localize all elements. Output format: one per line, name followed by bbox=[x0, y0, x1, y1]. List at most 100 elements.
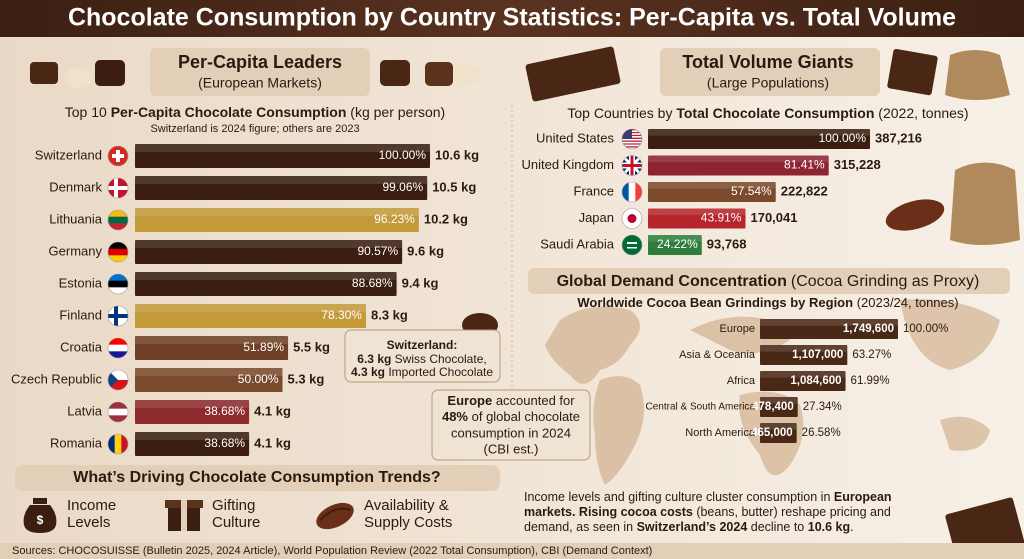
chart-title-part: Top 10 bbox=[65, 104, 111, 120]
flag bbox=[108, 402, 128, 422]
driver-label: Gifting bbox=[212, 497, 255, 514]
bar-shine bbox=[135, 176, 428, 184]
callout-line: 6.3 kg Swiss Chocolate, bbox=[357, 352, 486, 366]
value-label: 93,768 bbox=[707, 236, 747, 251]
left-heading-box bbox=[150, 48, 370, 96]
value-label: 222,822 bbox=[781, 183, 828, 198]
category-label: Lithuania bbox=[49, 211, 103, 226]
bar-shine bbox=[648, 208, 746, 216]
flag-part bbox=[108, 380, 128, 390]
bar bbox=[648, 208, 746, 229]
callout-title: Switzerland: bbox=[387, 338, 458, 352]
summary-part: decline to bbox=[747, 520, 808, 534]
flag-border bbox=[107, 177, 129, 199]
drivers-heading-box bbox=[15, 465, 500, 491]
percent-label: 99.06% bbox=[383, 180, 424, 194]
svg-text:$: $ bbox=[37, 513, 44, 527]
percent-label: 78.30% bbox=[321, 308, 362, 322]
flag-part bbox=[622, 141, 642, 144]
flag bbox=[108, 306, 128, 326]
bar-shine bbox=[760, 319, 898, 326]
value-label: 10.2 kg bbox=[424, 211, 468, 226]
value-label: 1,107,000 bbox=[792, 349, 843, 361]
value-label: 10.5 kg bbox=[432, 179, 476, 194]
flag-border bbox=[621, 234, 643, 256]
flag-border bbox=[621, 128, 643, 150]
flag bbox=[622, 235, 642, 255]
summary-part: Rising cocoa costs bbox=[575, 505, 693, 519]
callout-part: Imported Chocolate bbox=[385, 365, 493, 379]
callout-line: (CBI est.) bbox=[484, 441, 539, 456]
driver-icons: $ bbox=[23, 498, 354, 533]
value-label: 9.6 kg bbox=[407, 243, 444, 258]
category-label: Germany bbox=[49, 243, 103, 258]
flag-part bbox=[108, 370, 128, 380]
category-label: Romania bbox=[50, 435, 103, 450]
chart-title-part: (2023/24, tonnes) bbox=[853, 295, 959, 310]
bar-shine bbox=[135, 400, 250, 408]
summary-part: (beans, butter) reshape pricing and dema… bbox=[524, 505, 891, 534]
flag-part bbox=[108, 344, 128, 352]
callout-box bbox=[431, 389, 591, 461]
section-heading-part: (Cocoa Grinding as Proxy) bbox=[791, 273, 980, 290]
chart-title-part: Top Countries by bbox=[567, 105, 676, 121]
percent-label: 88.68% bbox=[352, 276, 393, 290]
callout-part: accounted for bbox=[492, 393, 575, 408]
flag-part bbox=[108, 280, 128, 288]
flag bbox=[108, 370, 128, 390]
percent-label: 96.23% bbox=[374, 212, 415, 226]
bar bbox=[648, 155, 829, 176]
percent-label: 24.22% bbox=[657, 237, 698, 251]
bar-shine bbox=[135, 336, 289, 344]
flag-part bbox=[108, 255, 128, 262]
flag-border bbox=[107, 241, 129, 263]
bar-shine bbox=[135, 272, 397, 280]
category-label: Japan bbox=[579, 210, 614, 225]
right-subheading: (Large Populations) bbox=[707, 75, 829, 91]
category-label: Latvia bbox=[67, 403, 102, 418]
flag-border bbox=[107, 337, 129, 359]
flag-border bbox=[621, 208, 643, 229]
bar bbox=[135, 240, 403, 264]
callout-box bbox=[344, 329, 501, 383]
category-label: Africa bbox=[727, 375, 756, 387]
bar bbox=[760, 397, 798, 417]
flag-part bbox=[108, 210, 128, 218]
category-label: Asia & Oceania bbox=[679, 349, 756, 361]
bar-shine bbox=[648, 182, 776, 189]
flag bbox=[622, 182, 642, 202]
bar-shine bbox=[760, 423, 797, 430]
category-label: Estonia bbox=[59, 275, 103, 290]
flag bbox=[108, 274, 128, 294]
bar bbox=[135, 400, 250, 424]
summary-box: Income levels and gifting culture cluste… bbox=[524, 490, 892, 534]
summary-part: European markets. bbox=[524, 490, 892, 519]
callout-part: 6.3 kg bbox=[357, 352, 391, 366]
flag bbox=[108, 242, 128, 262]
flag bbox=[622, 155, 642, 176]
callout-part: 48% bbox=[442, 409, 468, 424]
flag-part bbox=[627, 242, 637, 244]
flag-part bbox=[108, 402, 128, 410]
percent-label: 26.58% bbox=[802, 427, 841, 439]
flag-border bbox=[621, 155, 643, 176]
left-subheading: (European Markets) bbox=[198, 75, 322, 91]
flag bbox=[108, 178, 128, 198]
category-label: Europe bbox=[720, 323, 755, 335]
flag-part bbox=[622, 144, 642, 147]
callout-line: consumption in 2024 bbox=[451, 425, 571, 440]
flag-part bbox=[108, 408, 128, 416]
value-label: 315,228 bbox=[834, 157, 881, 172]
driver-label: Culture bbox=[212, 514, 260, 531]
bar bbox=[135, 336, 289, 360]
category-label: Finland bbox=[59, 307, 102, 322]
bar-shine bbox=[648, 235, 702, 242]
value-label: 10.6 kg bbox=[435, 147, 479, 162]
bar bbox=[135, 368, 283, 392]
flag-border bbox=[107, 401, 129, 423]
percent-label: 43.91% bbox=[701, 211, 742, 225]
flag-part bbox=[108, 242, 128, 250]
flag-part bbox=[622, 129, 632, 139]
